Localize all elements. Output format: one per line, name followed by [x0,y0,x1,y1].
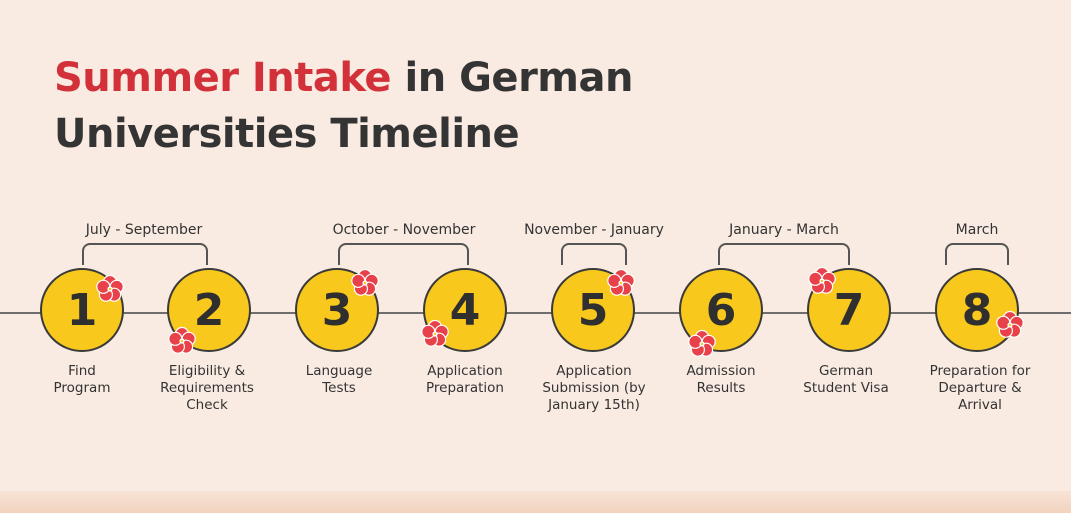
step-label-line: Admission [686,363,756,379]
hibiscus-flower-icon [808,266,836,294]
hibiscus-flower-icon [996,310,1024,338]
step-circle-3: 3 [295,268,379,352]
step-label-8: Preparation for Departure & Arrival [920,363,1040,414]
timeline-axis [0,312,1071,314]
title-rest: in German [391,55,633,101]
hibiscus-flower-icon [607,268,635,296]
period-bracket [718,243,850,265]
step-label-line: Language [305,363,373,379]
period-bracket [338,243,469,265]
step-label-line: Check [186,397,228,413]
hibiscus-flower-icon [688,329,716,357]
step-label-line: Results [696,380,746,396]
step-label-5: Application Submission (by January 15th) [534,363,654,414]
step-label-line: Departure & [938,380,1022,396]
step-label-line: Preparation [426,380,504,396]
page-title: Summer Intake in German Universities Tim… [54,50,633,162]
period-bracket [82,243,208,265]
period-label: July - September [85,222,203,238]
step-circle-8: 8 [935,268,1019,352]
step-label-line: Preparation for [929,363,1031,379]
step-label-line: Student Visa [803,380,889,396]
period-bracket [945,243,1009,265]
period-label: March [955,222,999,238]
step-label-line: Application [427,363,503,379]
step-label-line: Application [556,363,632,379]
step-label-6: Admission Results [661,363,781,397]
bottom-decor-band [0,491,1071,513]
period-bracket [561,243,627,265]
title-accent: Summer Intake [54,55,392,101]
step-label-3: Language Tests [279,363,399,397]
step-label-line: Eligibility & [168,363,246,379]
step-label-line: January 15th) [548,397,640,413]
period-label: October - November [332,222,476,238]
step-label-line: Requirements [160,380,254,396]
period-label: November - January [524,222,664,238]
step-label-2: Eligibility & Requirements Check [147,363,267,414]
hibiscus-flower-icon [168,326,196,354]
step-label-line: Tests [322,380,356,396]
step-label-1: Find Program [22,363,142,397]
step-circle-7: 7 [807,268,891,352]
step-label-line: Program [53,380,111,396]
step-label-line: Arrival [958,397,1002,413]
hibiscus-flower-icon [351,268,379,296]
title-line-2: Universities Timeline [54,111,520,157]
hibiscus-flower-icon [421,319,449,347]
hibiscus-flower-icon [96,274,124,302]
period-label: January - March [729,222,839,238]
step-label-7: German Student Visa [786,363,906,397]
step-label-line: Find [68,363,96,379]
step-label-line: German [818,363,874,379]
step-label-line: Submission (by [542,380,646,396]
step-circle-2: 2 [167,268,251,352]
step-label-4: Application Preparation [405,363,525,397]
